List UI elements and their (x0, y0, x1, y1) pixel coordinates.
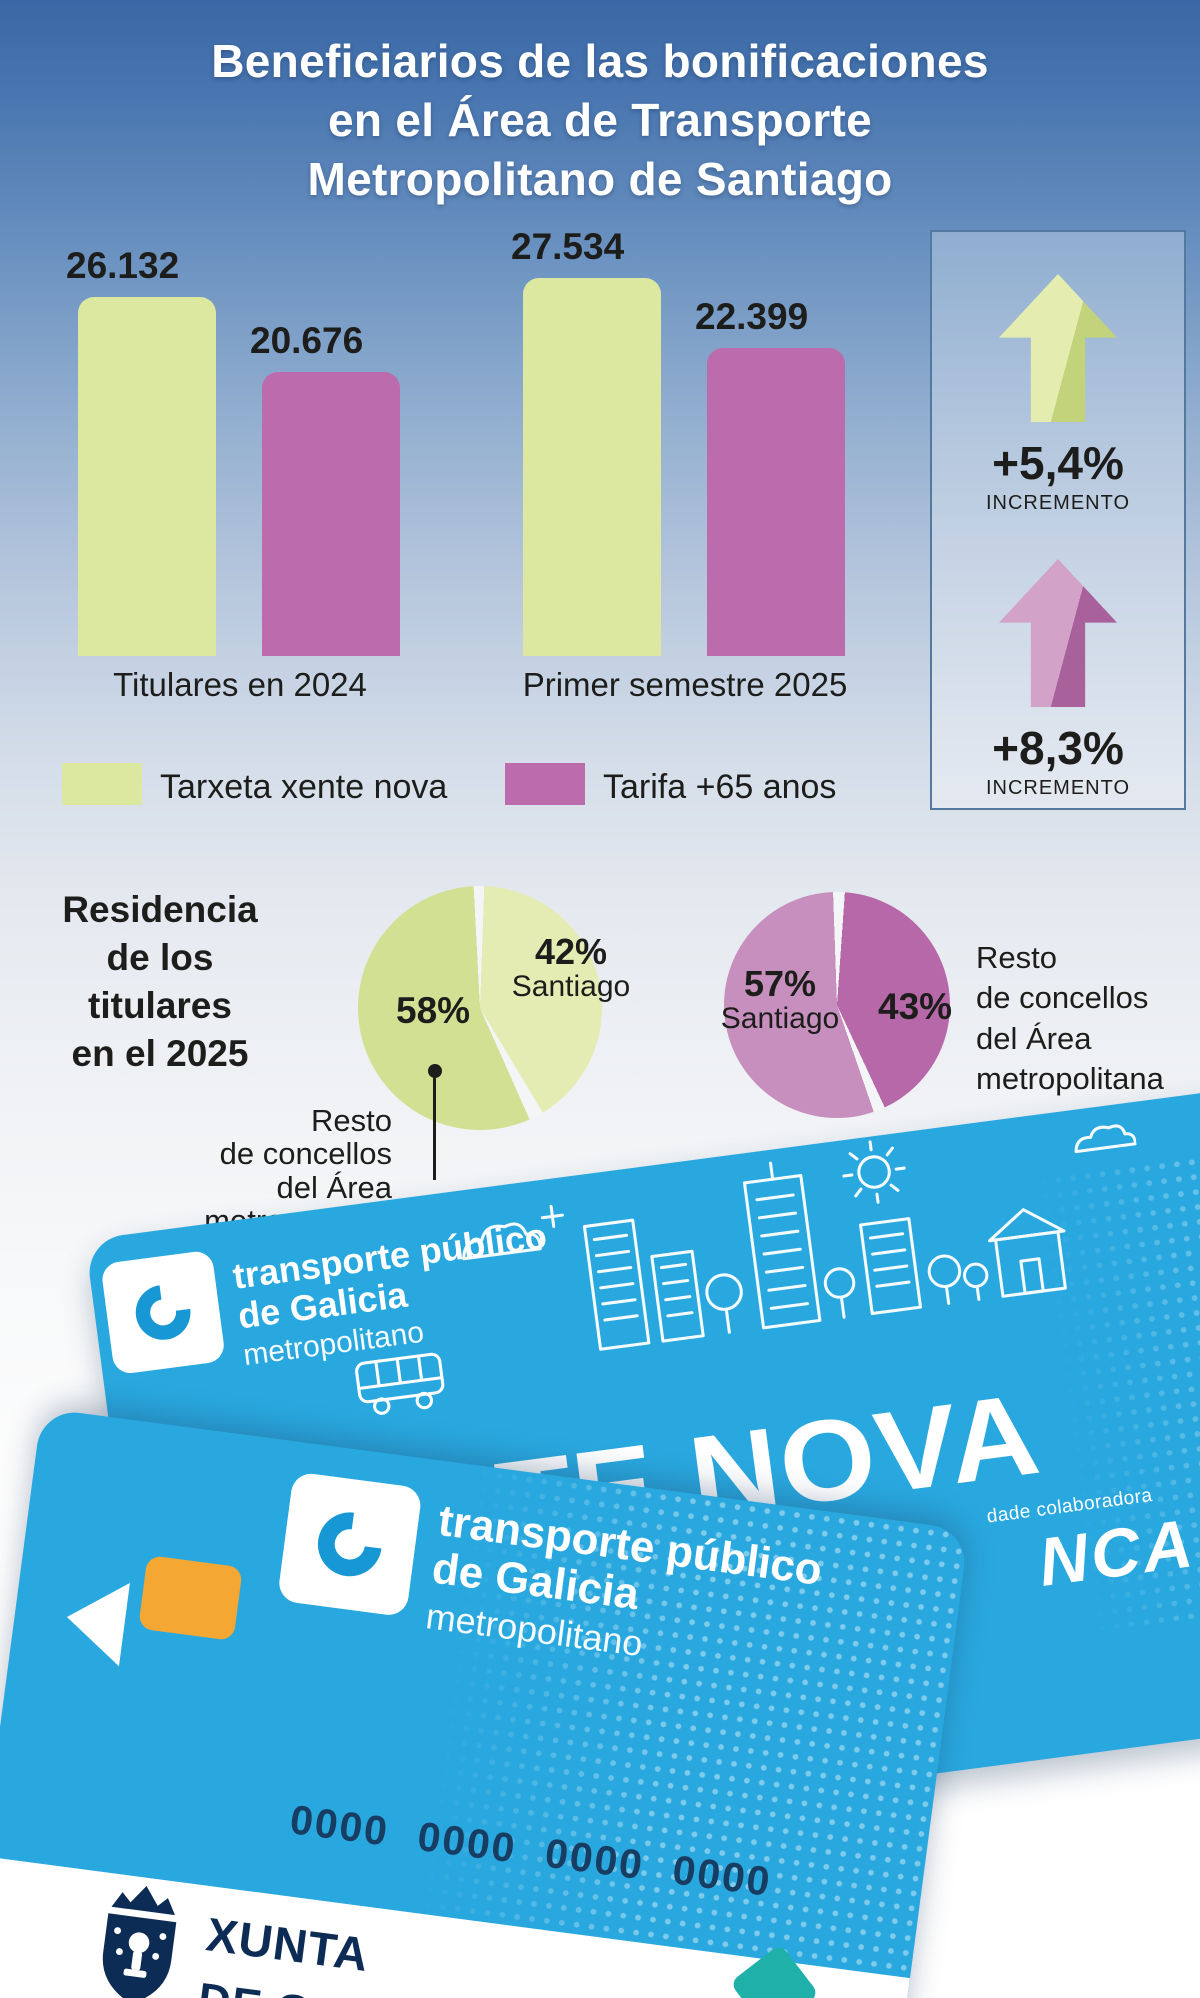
card-chip (138, 1555, 243, 1641)
legend-swatch-xente-nova (62, 763, 142, 805)
pie-label-43: 43% (878, 986, 953, 1027)
heading-line: en el 2025 (71, 1033, 249, 1075)
heading-line: titulares (88, 985, 232, 1027)
legend-label-xente-nova: Tarxeta xente nova (160, 768, 448, 806)
legend-swatch-tarifa65 (505, 763, 585, 805)
bar-value-label: 22.399 (695, 296, 809, 337)
arrow-up-purple-icon (999, 559, 1117, 707)
residence-heading: Residencia de los titulares en el 2025 (25, 886, 295, 1078)
bar-xente-nova-2025: 27.534 (511, 226, 661, 656)
city-skyline-illustration (462, 1124, 1137, 1351)
bar-tarifa65-2025: 22.399 (695, 296, 845, 656)
title-line-3: Metropolitano de Santiago (307, 152, 893, 205)
infographic-title: Beneficiarios de las bonificaciones en e… (0, 32, 1200, 209)
bar-value-label: 20.676 (250, 320, 364, 361)
increment-panel: +5,4% INCREMENTO +8,3% INCREMENTO (930, 230, 1186, 810)
bus-icon (355, 1352, 445, 1415)
callout-dot (428, 1064, 442, 1078)
pie-chart-tarifa65 (724, 892, 950, 1118)
increment-value-tarifa65: +8,3% (992, 722, 1124, 774)
legend-label-tarifa65: Tarifa +65 anos (603, 768, 837, 806)
bar-xente-nova-2024: 26.132 (66, 245, 216, 656)
bar-value-label: 26.132 (66, 245, 180, 286)
bar-chart: 26.132 20.676 27.534 22.399 (0, 226, 900, 656)
transport-card-front: transporte público de Galicia metropolit… (0, 1408, 970, 1998)
callout-line (433, 1072, 436, 1180)
heading-line: de los (106, 937, 214, 979)
galicia-transport-logo (100, 1249, 226, 1376)
increment-label: INCREMENTO (985, 492, 1131, 514)
g-mark-icon (317, 1512, 382, 1577)
pie-chart-xente-nova (358, 886, 602, 1130)
category-label-2025: Primer semestre 2025 (522, 666, 848, 703)
issuer-block: XUNTA DE GALICIA (84, 1878, 480, 1998)
increment-value-xente-nova: +5,4% (992, 437, 1124, 489)
pie-label-santiago-57: 57% Santiago (720, 963, 840, 1036)
title-line-1: Beneficiarios de las bonificaciones (211, 35, 989, 87)
bar-value-label: 27.534 (511, 226, 625, 267)
bar-tarifa65-2024: 20.676 (250, 320, 400, 656)
increment-label: INCREMENTO (985, 777, 1131, 799)
pie-callout-resto-purple: Resto de concellos del Área metropolitan… (976, 940, 1164, 1096)
xunta-crest-icon (102, 1886, 177, 1998)
pie-label-58: 58% (396, 990, 471, 1031)
galicia-transport-logo (276, 1471, 423, 1618)
pie-label-santiago-42: 42% Santiago (511, 931, 631, 1004)
g-mark-icon (135, 1285, 191, 1340)
arrow-up-green-icon (999, 274, 1117, 422)
category-label-2024: Titulares en 2024 (113, 666, 367, 703)
left-triangle-icon (61, 1575, 130, 1667)
heading-line: Residencia (62, 889, 258, 930)
transport-card-xente-nova: transporte público de Galicia metropolit… (85, 1053, 1200, 1875)
title-line-2: en el Área de Transporte (327, 93, 873, 146)
